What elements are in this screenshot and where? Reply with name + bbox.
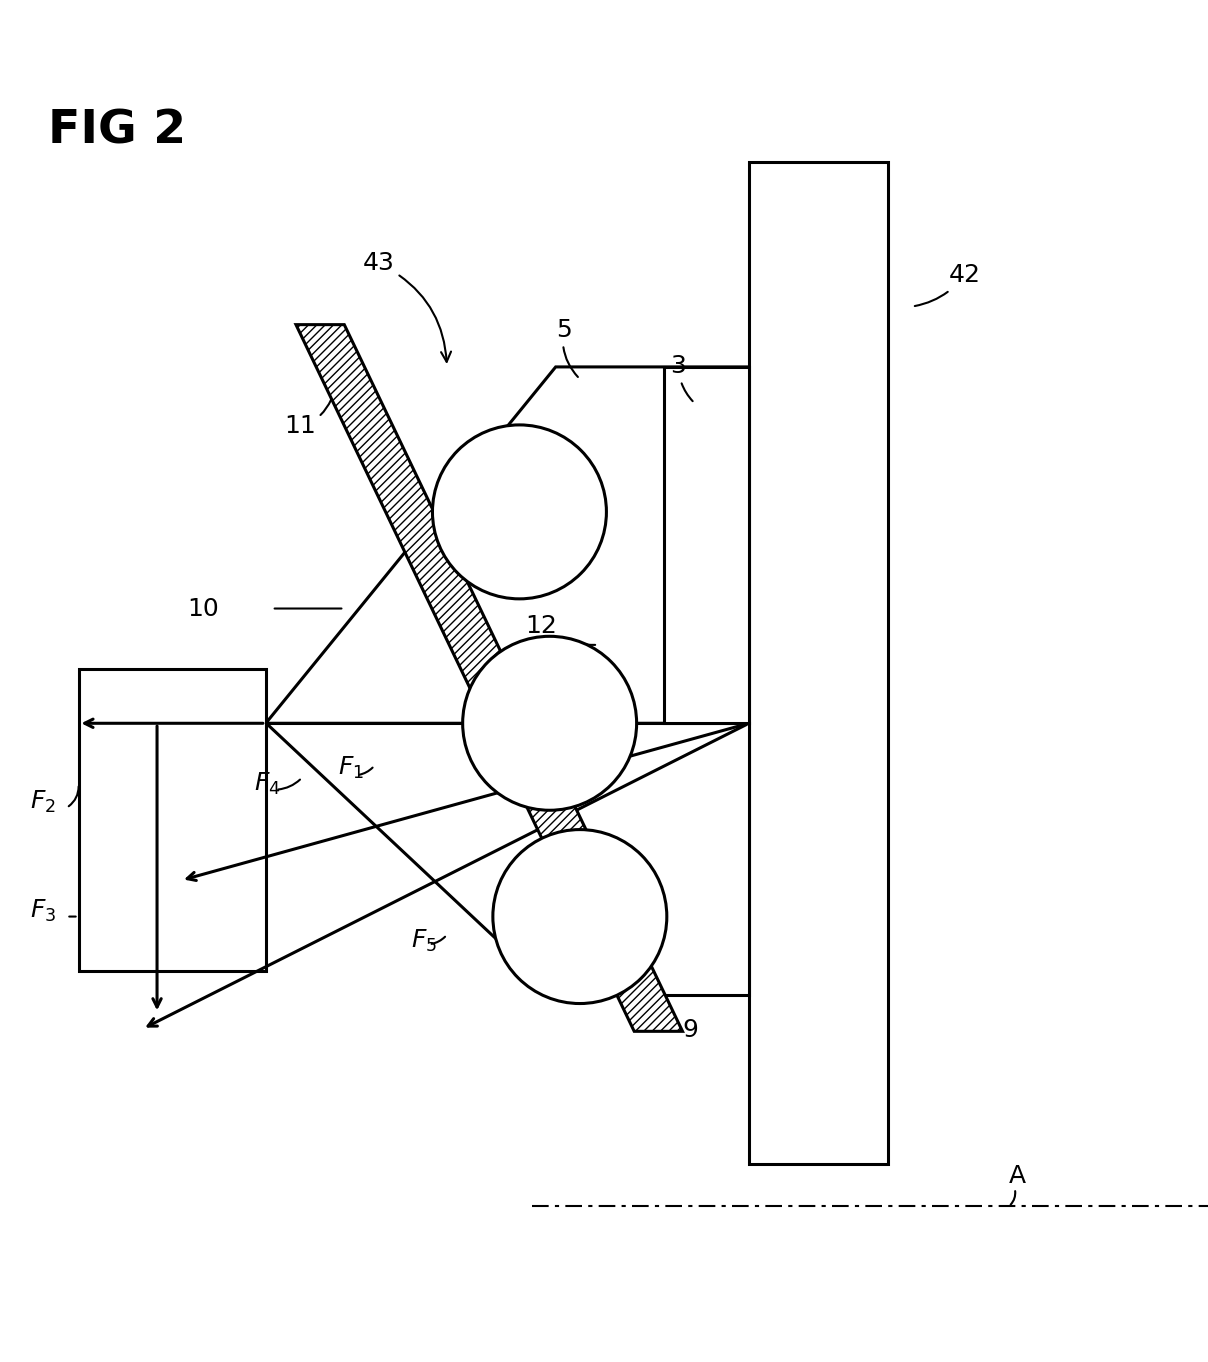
Text: 5: 5 [556, 317, 577, 377]
Polygon shape [296, 324, 683, 1031]
Bar [664, 366, 749, 723]
Circle shape [463, 636, 637, 810]
Bar [749, 162, 888, 1165]
Text: $F_4$: $F_4$ [254, 771, 280, 797]
Text: 3: 3 [670, 354, 692, 402]
Circle shape [493, 829, 667, 1004]
Text: $F_1$: $F_1$ [338, 755, 364, 780]
Polygon shape [266, 723, 749, 996]
Text: A: A [1009, 1165, 1026, 1188]
Text: FIG 2: FIG 2 [48, 109, 186, 154]
Text: 12: 12 [525, 614, 596, 644]
Text: 11: 11 [284, 399, 331, 439]
Text: $F_3$: $F_3$ [30, 898, 57, 923]
Text: 9: 9 [661, 1015, 698, 1042]
Text: 10: 10 [187, 597, 219, 621]
Polygon shape [266, 366, 749, 723]
Text: 43: 43 [362, 251, 451, 362]
Circle shape [432, 425, 606, 599]
Bar [79, 669, 266, 971]
Text: $F_5$: $F_5$ [411, 928, 436, 953]
Text: 42: 42 [914, 263, 980, 306]
Text: $F_2$: $F_2$ [30, 789, 56, 814]
